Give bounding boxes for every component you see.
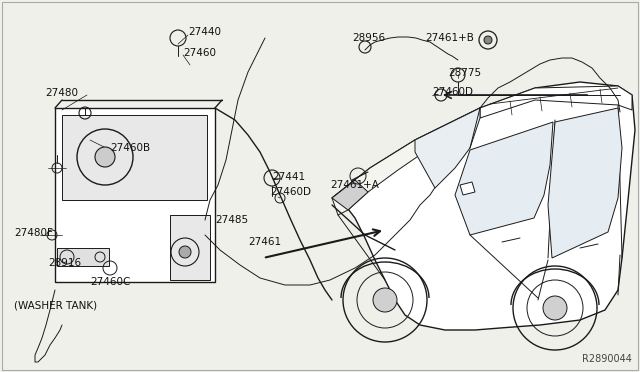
Text: 27441: 27441: [272, 172, 305, 182]
Text: 28956: 28956: [352, 33, 385, 43]
Text: 27461+A: 27461+A: [330, 180, 379, 190]
Circle shape: [95, 147, 115, 167]
Polygon shape: [332, 180, 368, 210]
Text: 27460D: 27460D: [270, 187, 311, 197]
Text: 27460C: 27460C: [90, 277, 131, 287]
Text: 27480: 27480: [45, 88, 78, 98]
Polygon shape: [548, 108, 622, 258]
Polygon shape: [460, 182, 475, 195]
Text: (WASHER TANK): (WASHER TANK): [14, 300, 97, 310]
Circle shape: [373, 288, 397, 312]
Text: 27480F: 27480F: [14, 228, 53, 238]
Text: 28775: 28775: [448, 68, 481, 78]
Polygon shape: [480, 86, 632, 118]
Text: 27460B: 27460B: [110, 143, 150, 153]
Text: 27461: 27461: [248, 237, 281, 247]
Text: 27485: 27485: [215, 215, 248, 225]
Text: 27460D: 27460D: [432, 87, 473, 97]
Text: 27461+B: 27461+B: [425, 33, 474, 43]
Bar: [62, 115, 207, 200]
Polygon shape: [455, 122, 553, 235]
Text: 28916: 28916: [48, 258, 81, 268]
Polygon shape: [55, 108, 215, 282]
Bar: [57, 248, 109, 266]
Text: 27440: 27440: [188, 27, 221, 37]
Polygon shape: [332, 82, 635, 330]
Polygon shape: [332, 108, 480, 215]
Text: 27460: 27460: [183, 48, 216, 58]
Circle shape: [484, 36, 492, 44]
Circle shape: [543, 296, 567, 320]
Polygon shape: [415, 108, 480, 188]
Circle shape: [179, 246, 191, 258]
Text: R2890044: R2890044: [582, 354, 632, 364]
Bar: [170, 215, 210, 280]
